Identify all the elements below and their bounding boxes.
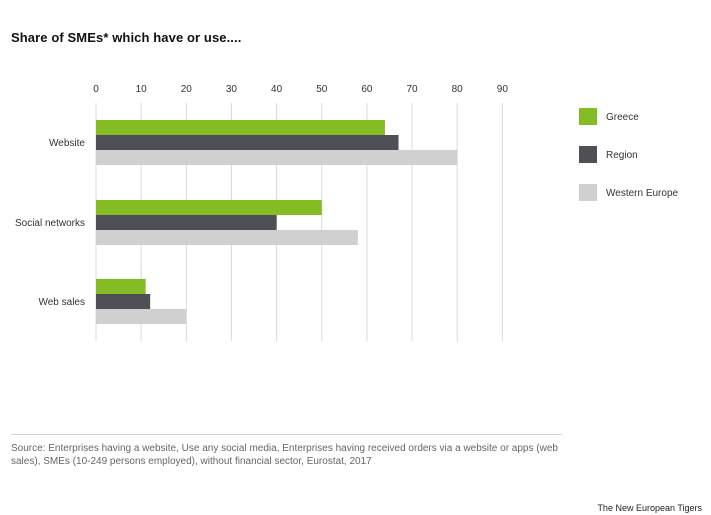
bar-greece — [96, 279, 146, 294]
x-tick-label: 80 — [452, 84, 464, 95]
legend-label: Greece — [606, 112, 639, 123]
x-tick-label: 10 — [136, 84, 148, 95]
category-label: Social networks — [15, 218, 85, 229]
legend-swatch — [579, 108, 597, 125]
x-tick-label: 90 — [497, 84, 509, 95]
legend-swatch — [579, 184, 597, 201]
legend-swatch — [579, 146, 597, 163]
bar-western-europe — [96, 230, 358, 245]
legend-label: Western Europe — [606, 188, 679, 199]
bar-region — [96, 215, 277, 230]
bar-region — [96, 135, 399, 150]
bar-western-europe — [96, 309, 187, 324]
bar-western-europe — [96, 150, 458, 165]
x-tick-label: 40 — [271, 84, 283, 95]
source-note: Source: Enterprises having a website, Us… — [11, 443, 558, 467]
x-tick-label: 60 — [361, 84, 373, 95]
x-tick-label: 70 — [406, 84, 418, 95]
divider — [11, 434, 562, 435]
x-tick-label: 30 — [226, 84, 238, 95]
category-label: Web sales — [38, 297, 85, 308]
brand-label: The New European Tigers — [597, 503, 702, 513]
x-tick-label: 50 — [316, 84, 328, 95]
x-tick-label: 20 — [181, 84, 193, 95]
bar-region — [96, 294, 151, 309]
chart-title: Share of SMEs* which have or use.... — [11, 30, 242, 45]
category-label: Website — [49, 138, 85, 149]
legend-label: Region — [606, 150, 638, 161]
bar-greece — [96, 120, 385, 135]
bar-greece — [96, 200, 322, 215]
x-tick-label: 0 — [93, 84, 99, 95]
